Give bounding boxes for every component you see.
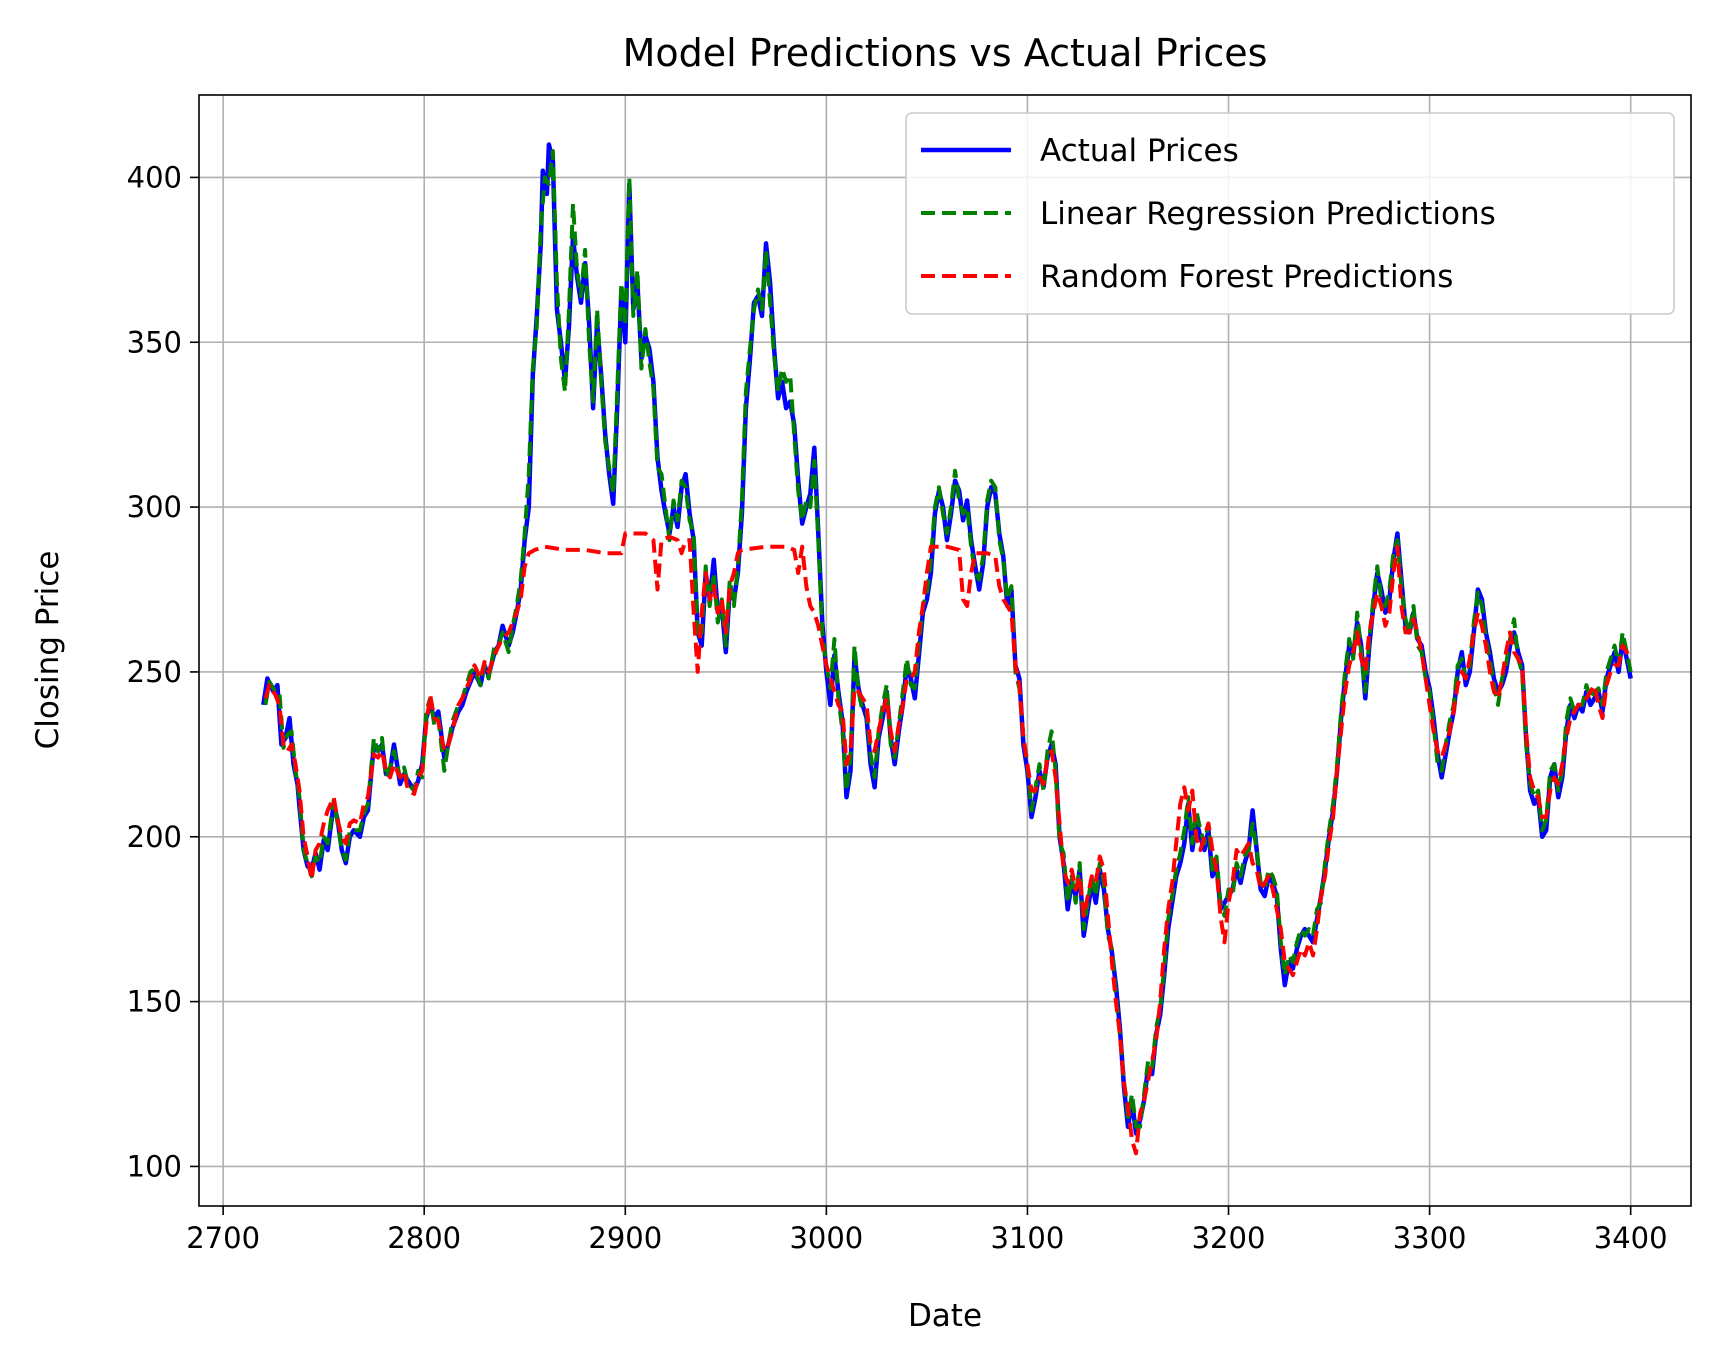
y-tick-label: 100 (127, 1149, 182, 1183)
legend-label-linear: Linear Regression Predictions (1040, 196, 1496, 232)
x-tick-label: 3200 (1192, 1221, 1266, 1255)
x-tick-label: 2700 (186, 1221, 260, 1255)
y-tick-label: 150 (127, 985, 182, 1019)
series-layer (261, 142, 1633, 1156)
y-tick-label: 300 (127, 490, 182, 524)
legend: Actual Prices Linear Regression Predicti… (905, 112, 1675, 315)
x-tick-label: 2900 (588, 1221, 662, 1255)
y-tick-label: 400 (127, 160, 182, 194)
x-tick-label: 3300 (1393, 1221, 1467, 1255)
x-tick-label: 2800 (387, 1221, 461, 1255)
x-tick-label: 3100 (991, 1221, 1065, 1255)
legend-label-forest: Random Forest Predictions (1040, 259, 1453, 295)
x-axis-label: Date (908, 1298, 982, 1334)
y-tick-label: 200 (127, 820, 182, 854)
y-tick-label: 250 (127, 655, 182, 689)
chart-title: Model Predictions vs Actual Prices (623, 31, 1268, 75)
legend-box (905, 112, 1675, 315)
x-tick-label: 3400 (1594, 1221, 1668, 1255)
series-line-linear-regression (263, 149, 1633, 1129)
y-tick-label: 350 (127, 325, 182, 359)
plot-frame (198, 94, 1692, 1207)
y-axis-label: Closing Price (30, 551, 66, 750)
ticks: 2700 2800 2900 3000 3100 3200 3300 3400 100 150 20… (127, 160, 1668, 1255)
series-line-random-forest (263, 531, 1633, 1156)
x-tick-label: 3000 (789, 1221, 863, 1255)
legend-label-actual: Actual Prices (1040, 133, 1239, 169)
